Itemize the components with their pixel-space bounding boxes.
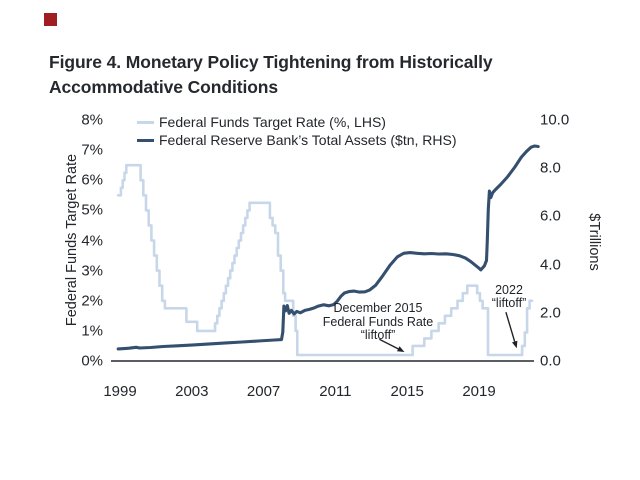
figure-title-line1: Figure 4. Monetary Policy Tightening fro… [49, 52, 493, 72]
annotation-line: “liftoff” [491, 296, 527, 310]
legend-swatch-total-assets [137, 138, 154, 142]
legend-item-fed-funds-rate: Federal Funds Target Rate (%, LHS) [137, 113, 457, 131]
y-left-tick-label: 8% [81, 111, 103, 129]
x-tick-label: 2019 [462, 383, 496, 400]
chart-legend: Federal Funds Target Rate (%, LHS) Feder… [137, 113, 457, 149]
figure-title: Figure 4. Monetary Policy Tightening fro… [49, 50, 609, 100]
y-right-tick-label: 10.0 [540, 111, 570, 129]
legend-label-fed-funds-rate: Federal Funds Target Rate (%, LHS) [159, 114, 386, 130]
y-left-tick-label: 7% [81, 141, 103, 159]
x-tick-label: 2007 [246, 383, 281, 400]
y-right-tick-label: 4.0 [540, 256, 561, 274]
annotation-december-2015-liftoff: December 2015 Federal Funds Rate “liftof… [322, 301, 434, 343]
y-left-tick-label: 0% [81, 352, 103, 370]
y-right-tick-label: 2.0 [540, 304, 561, 322]
annotation-line: December 2015 [333, 301, 423, 315]
y-left-tick-label: 3% [81, 262, 103, 280]
x-tick-label: 2015 [390, 383, 424, 400]
annotation-line: Federal Funds Rate [322, 314, 434, 329]
y-left-tick-label: 6% [81, 171, 103, 189]
fed-funds-target-rate-line [116, 163, 534, 357]
annotation-arrowhead [512, 340, 518, 349]
y-left-tick-label: 2% [81, 292, 103, 310]
y-left-tick-label: 4% [81, 232, 103, 249]
red-square-mark [44, 13, 57, 26]
x-tick-label: 1999 [103, 383, 137, 400]
annotation-arrowhead [397, 346, 405, 352]
y-right-tick-label: 0.0 [540, 352, 561, 370]
x-tick-label: 2011 [319, 383, 352, 400]
y-right-tick-label: 8.0 [540, 159, 561, 177]
y-left-tick-label: 1% [81, 322, 103, 340]
legend-swatch-fed-funds-rate [137, 120, 154, 124]
legend-label-total-assets: Federal Reserve Bank’s Total Assets ($tn… [159, 132, 457, 148]
annotation-line: “liftoff” [360, 328, 396, 342]
legend-item-total-assets: Federal Reserve Bank’s Total Assets ($tn… [137, 131, 457, 149]
y-left-tick-label: 5% [81, 201, 103, 219]
annotation-2022-liftoff: 2022 “liftoff” [492, 284, 527, 310]
fed-total-assets-line [116, 144, 540, 351]
annotation-arrow-line [505, 311, 516, 342]
y-right-tick-label: 6.0 [540, 207, 561, 225]
figure-title-line2: Accommodative Conditions [49, 77, 279, 97]
annotation-arrow-line [379, 338, 399, 350]
annotation-line: 2022 [495, 283, 523, 297]
x-tick-label: 2003 [175, 383, 209, 400]
